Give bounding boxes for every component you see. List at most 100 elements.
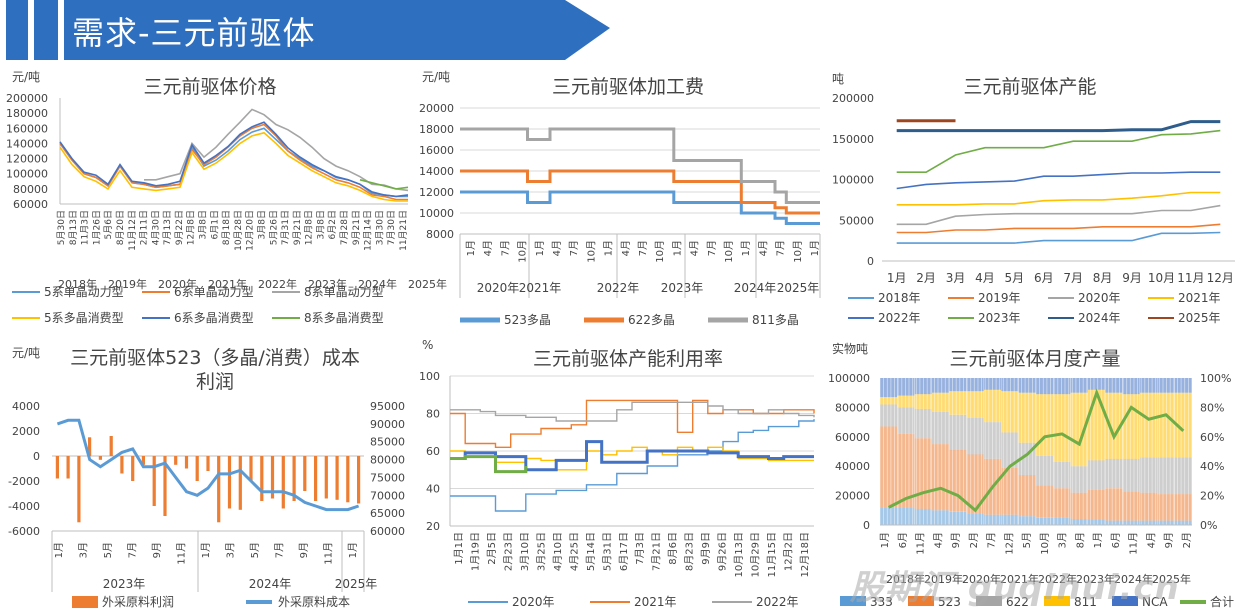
- fee-y-tick: 12000: [419, 186, 454, 199]
- out-year: 2020年: [962, 572, 1001, 586]
- price-series-line: [59, 131, 408, 202]
- out-yl-tick: 0: [863, 519, 870, 532]
- price-series-line: [144, 108, 409, 192]
- price-legend-label: 8系单晶动力型: [304, 285, 384, 299]
- profit-bar: [217, 456, 221, 523]
- cap-legend-swatch: [1148, 317, 1174, 319]
- profit-bar: [55, 456, 59, 479]
- out-stack-segment: [1018, 516, 1036, 525]
- price-xtick: 12月20日: [245, 210, 256, 251]
- profit-bar: [152, 456, 156, 506]
- out-stack-segment: [1053, 517, 1071, 525]
- price-y-tick: 200000: [6, 92, 48, 105]
- fee-xtick: 7月: [499, 240, 511, 256]
- fee-legend-label: 523多晶: [504, 313, 551, 327]
- out-stack-segment: [1174, 392, 1192, 458]
- profit-year: 2023年: [103, 577, 146, 591]
- cap-legend-swatch: [1148, 297, 1174, 299]
- fee-y-tick: 20000: [419, 102, 454, 115]
- fee-y-tick: 16000: [419, 144, 454, 157]
- cap-legend-swatch: [1048, 317, 1074, 319]
- util-y-tick: 20: [426, 520, 440, 533]
- fee-unit-label: 元/吨: [422, 70, 451, 84]
- profit-legend-swatch: [72, 596, 98, 608]
- cap-legend-swatch: [948, 297, 974, 299]
- profit-legend-label: 外采原料成本: [278, 595, 350, 609]
- out-xtick: 2月: [968, 532, 980, 548]
- fee-legend-label: 811多晶: [752, 313, 799, 327]
- header-stripe-1: [6, 0, 28, 60]
- profit-yl-tick: 0: [33, 450, 40, 463]
- price-y-tick: 140000: [6, 137, 48, 150]
- output-chart-svg: 100000 80000 60000 40000 20000 0 100% 80% 60% 40%…: [828, 372, 1234, 609]
- fee-xtick: 1月: [740, 240, 752, 256]
- price-year: 2023年: [308, 277, 347, 291]
- cap-legend-swatch: [848, 317, 874, 319]
- profit-bar: [346, 456, 350, 503]
- price-xtick: 4月30日: [150, 210, 161, 245]
- out-stack-segment: [1036, 378, 1053, 395]
- cap-xtick: 2月: [916, 271, 936, 285]
- out-stack-segment: [880, 426, 897, 508]
- price-y-tick: 100000: [6, 168, 48, 181]
- output-unit-label: 实物吨: [832, 342, 869, 356]
- fee-y-tick: 8000: [426, 228, 454, 241]
- out-yr-tick: 20%: [1200, 490, 1224, 503]
- util-xtick: 8月23日: [684, 532, 696, 571]
- price-legend-swatch: [142, 291, 170, 293]
- out-xtick: 9月: [1163, 532, 1175, 548]
- fee-chart-svg: 20000 18000 16000 14000 12000 10000 8000 1月 4月 7月…: [419, 102, 821, 327]
- profit-bar: [141, 456, 145, 465]
- out-legend-swatch: [1180, 600, 1206, 604]
- profit-xtick: 7月: [127, 542, 139, 558]
- out-stack-segment: [1105, 488, 1123, 521]
- util-legend-swatch: [590, 601, 630, 603]
- fee-year: 2020年: [477, 281, 520, 295]
- price-xtick: 3月30日: [374, 210, 385, 245]
- cap-legend-label: 2020年: [1078, 291, 1121, 305]
- profit-unit-label: 元/吨: [12, 346, 41, 360]
- out-stack-segment: [1122, 491, 1140, 521]
- fee-xtick: 10月: [517, 240, 529, 263]
- out-stack-segment: [932, 378, 949, 393]
- price-xtick: 8月13日: [68, 210, 79, 245]
- out-xtick: 8月: [1074, 532, 1086, 548]
- cap-legend-label: 2025年: [1178, 311, 1221, 325]
- price-legend-label: 5系多晶消费型: [44, 311, 124, 325]
- profit-legend-swatch: [246, 600, 272, 604]
- out-stack-segment: [1174, 457, 1192, 495]
- out-yl-tick: 40000: [835, 460, 870, 473]
- out-xtick: 12月: [1003, 532, 1015, 555]
- fee-year: 2024年: [734, 281, 777, 295]
- price-xtick: 7月28日: [339, 210, 350, 245]
- fee-legend-swatch: [708, 317, 748, 323]
- out-stack-segment: [1105, 520, 1123, 525]
- profit-chart-svg: 4000 2000 0 -2000 -4000 -6000 95000 90000 85000 8…: [8, 400, 405, 609]
- cap-series-line: [896, 204, 1221, 226]
- out-legend-label: 333: [870, 595, 893, 609]
- util-xtick: 2月5日: [486, 532, 498, 565]
- price-xtick: 11月12日: [127, 210, 138, 251]
- out-xtick: 4月: [932, 532, 944, 548]
- out-legend-swatch: [840, 596, 866, 606]
- out-stack-segment: [880, 507, 897, 525]
- price-year: 2018年: [58, 277, 97, 291]
- out-year: 2018年: [886, 572, 925, 586]
- price-y-tick: 80000: [13, 183, 48, 196]
- cap-legend-swatch: [848, 297, 874, 299]
- util-xtick: 7月21日: [651, 532, 663, 571]
- header-arrow-bar: [64, 0, 610, 60]
- price-xtick: 3月8日: [198, 210, 209, 239]
- cap-legend-label: 2022年: [878, 311, 921, 325]
- out-stack-segment: [1157, 392, 1175, 458]
- price-legend-swatch: [142, 317, 170, 319]
- util-unit-label: %: [422, 338, 434, 352]
- util-xtick: 3月10日: [519, 532, 531, 571]
- fee-xtick: 10月: [654, 240, 666, 263]
- out-stack-segment: [1122, 458, 1140, 492]
- price-xtick: 9月21日: [351, 210, 362, 245]
- util-xtick: 12月2日: [783, 532, 795, 571]
- out-yr-tick: 80%: [1200, 401, 1224, 414]
- out-stack-segment: [880, 378, 897, 398]
- out-stack-segment: [1157, 378, 1175, 393]
